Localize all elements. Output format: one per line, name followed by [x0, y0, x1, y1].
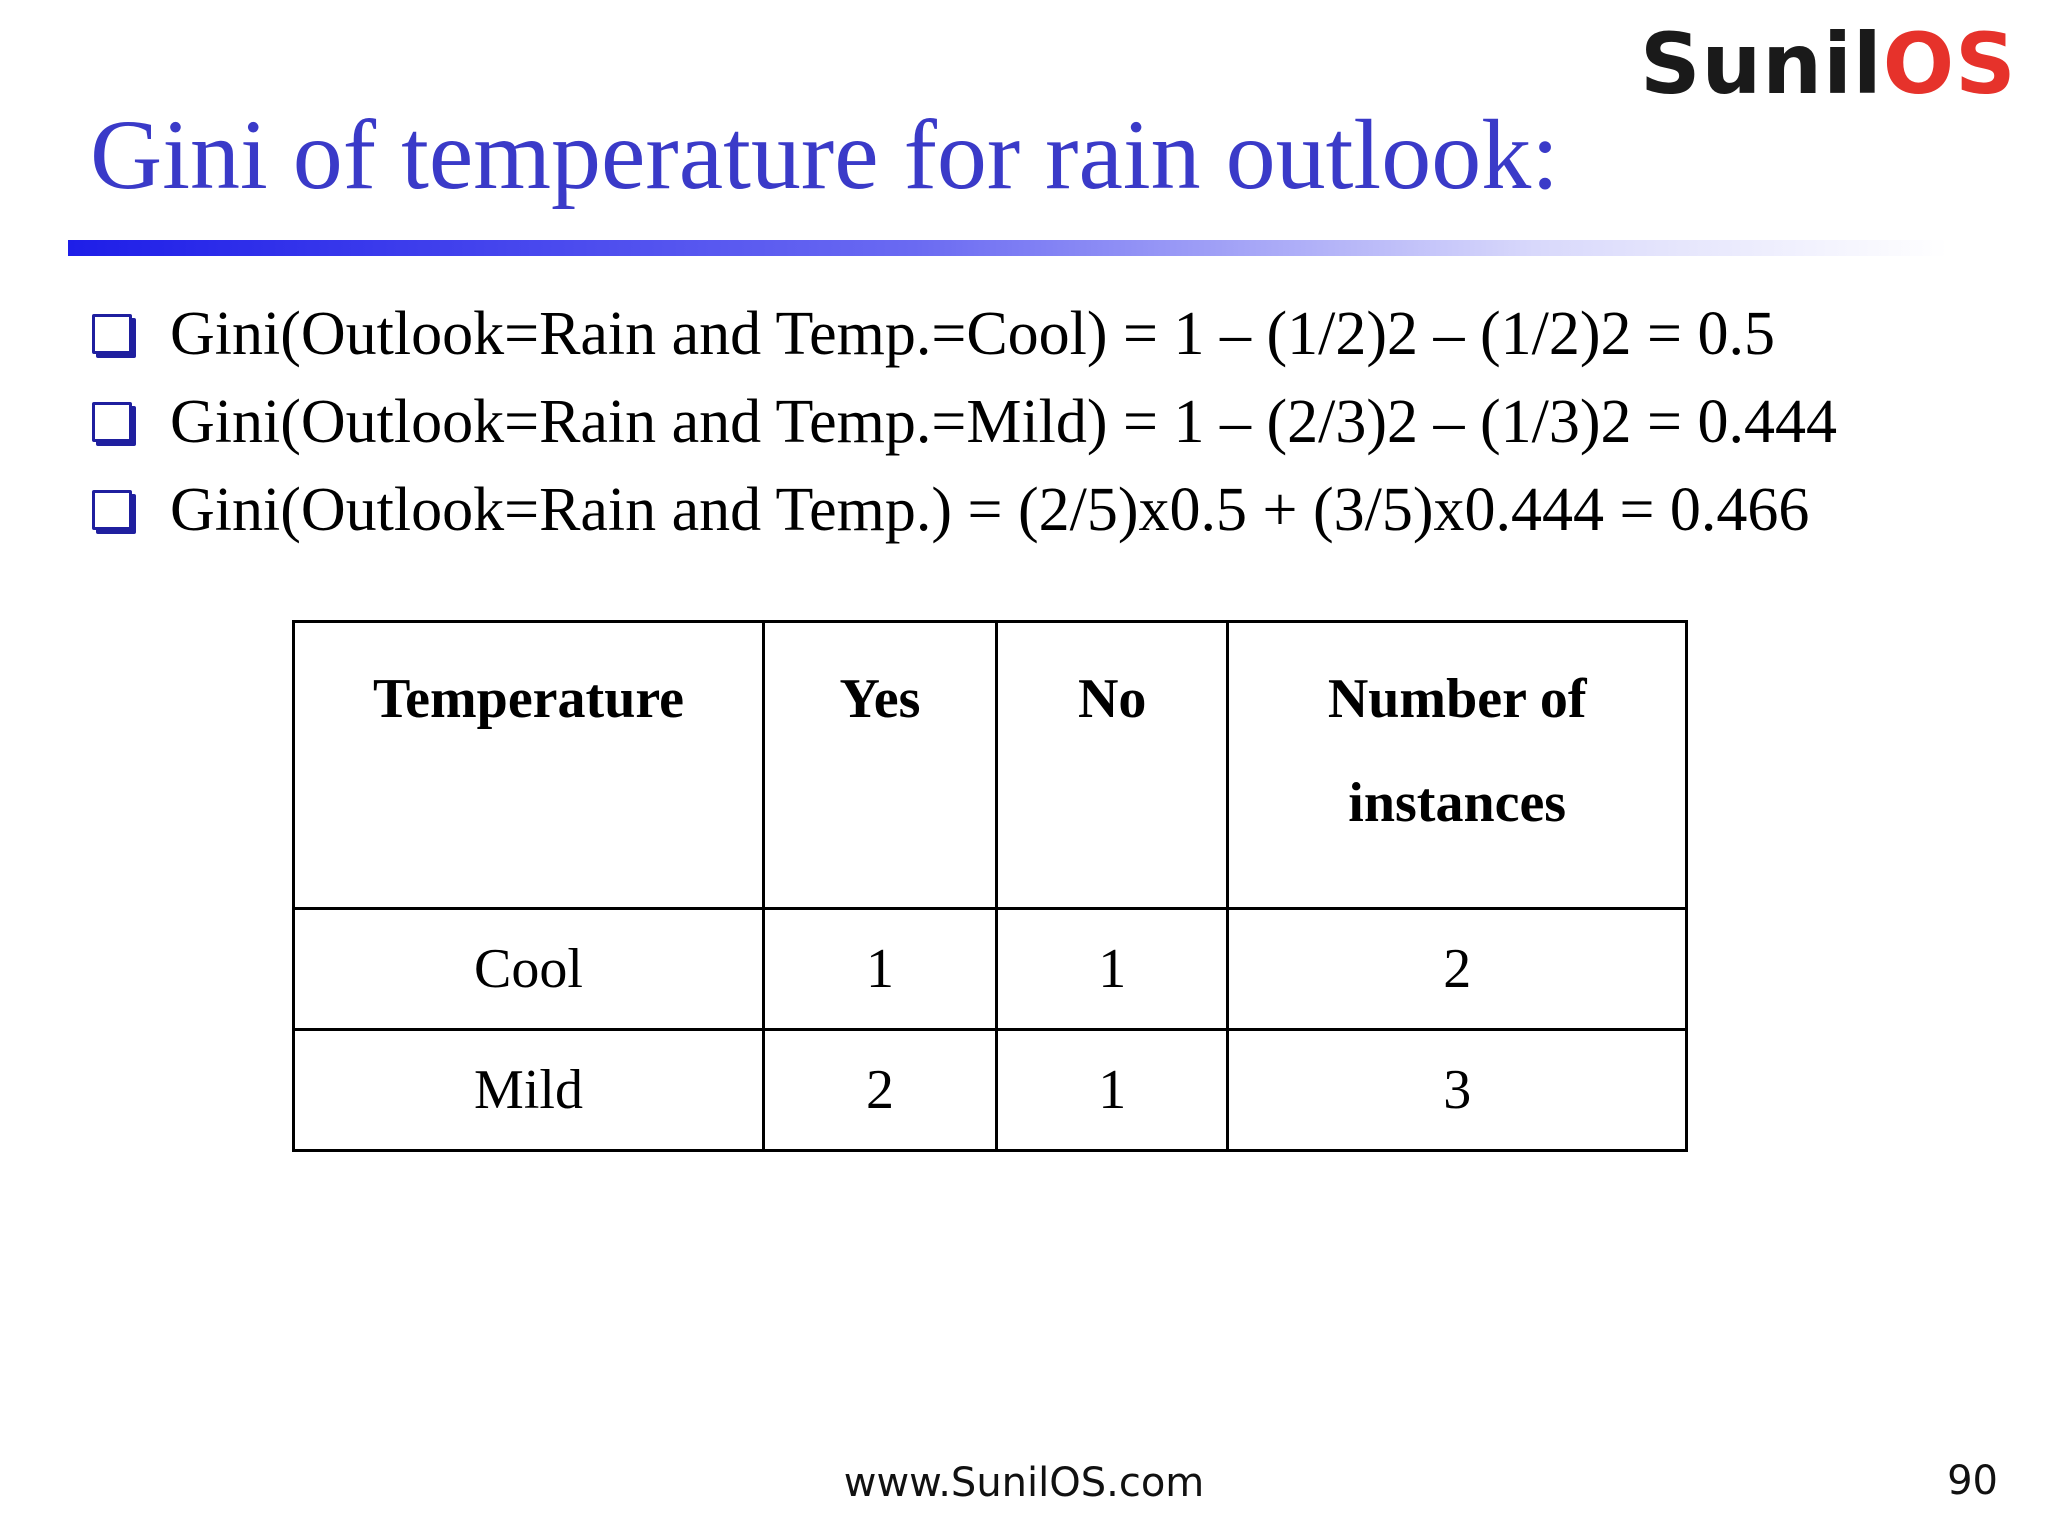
slide-title: Gini of temperature for rain outlook: — [90, 99, 1559, 210]
table-cell: 2 — [762, 1028, 998, 1152]
table-row: Mild 2 1 3 — [292, 1028, 1688, 1152]
bullet-list: Gini(Outlook=Rain and Temp.=Cool) = 1 – … — [92, 290, 1837, 554]
sunilos-logo: SunilOS — [1640, 22, 2017, 106]
table-cell: Mild — [292, 1028, 765, 1152]
page-number: 90 — [1947, 1458, 1998, 1504]
header-temperature: Temperature — [292, 620, 765, 910]
table-cell: 2 — [1226, 907, 1688, 1031]
bullet-item: Gini(Outlook=Rain and Temp.=Mild) = 1 – … — [92, 378, 1837, 466]
square-bullet-icon — [92, 314, 132, 354]
logo-text-sunil: Sunil — [1640, 15, 1883, 113]
header-no: No — [994, 620, 1230, 910]
table-cell: 3 — [1226, 1028, 1688, 1152]
bullet-text: Gini(Outlook=Rain and Temp.=Cool) = 1 – … — [170, 299, 1776, 368]
bullet-text: Gini(Outlook=Rain and Temp.=Mild) = 1 – … — [170, 387, 1838, 456]
header-yes: Yes — [762, 620, 998, 910]
square-bullet-icon — [92, 490, 132, 530]
bullet-text: Gini(Outlook=Rain and Temp.) = (2/5)x0.5… — [170, 475, 1810, 544]
header-number-of-instances: Number of instances — [1226, 620, 1688, 910]
bullet-item: Gini(Outlook=Rain and Temp.) = (2/5)x0.5… — [92, 466, 1837, 554]
table-cell: 1 — [994, 907, 1230, 1031]
temperature-table: Temperature Yes No Number of instances C… — [292, 620, 1688, 1152]
table-row: Cool 1 1 2 — [292, 907, 1688, 1031]
footer-website-url: www.SunilOS.com — [843, 1460, 1205, 1506]
logo-text-os: OS — [1882, 15, 2017, 113]
square-bullet-icon — [92, 402, 132, 442]
title-underline — [68, 240, 1948, 256]
table-cell: 1 — [762, 907, 998, 1031]
table-header-row: Temperature Yes No Number of instances — [292, 620, 1688, 910]
table-cell: 1 — [994, 1028, 1230, 1152]
bullet-item: Gini(Outlook=Rain and Temp.=Cool) = 1 – … — [92, 290, 1837, 378]
table-cell: Cool — [292, 907, 765, 1031]
